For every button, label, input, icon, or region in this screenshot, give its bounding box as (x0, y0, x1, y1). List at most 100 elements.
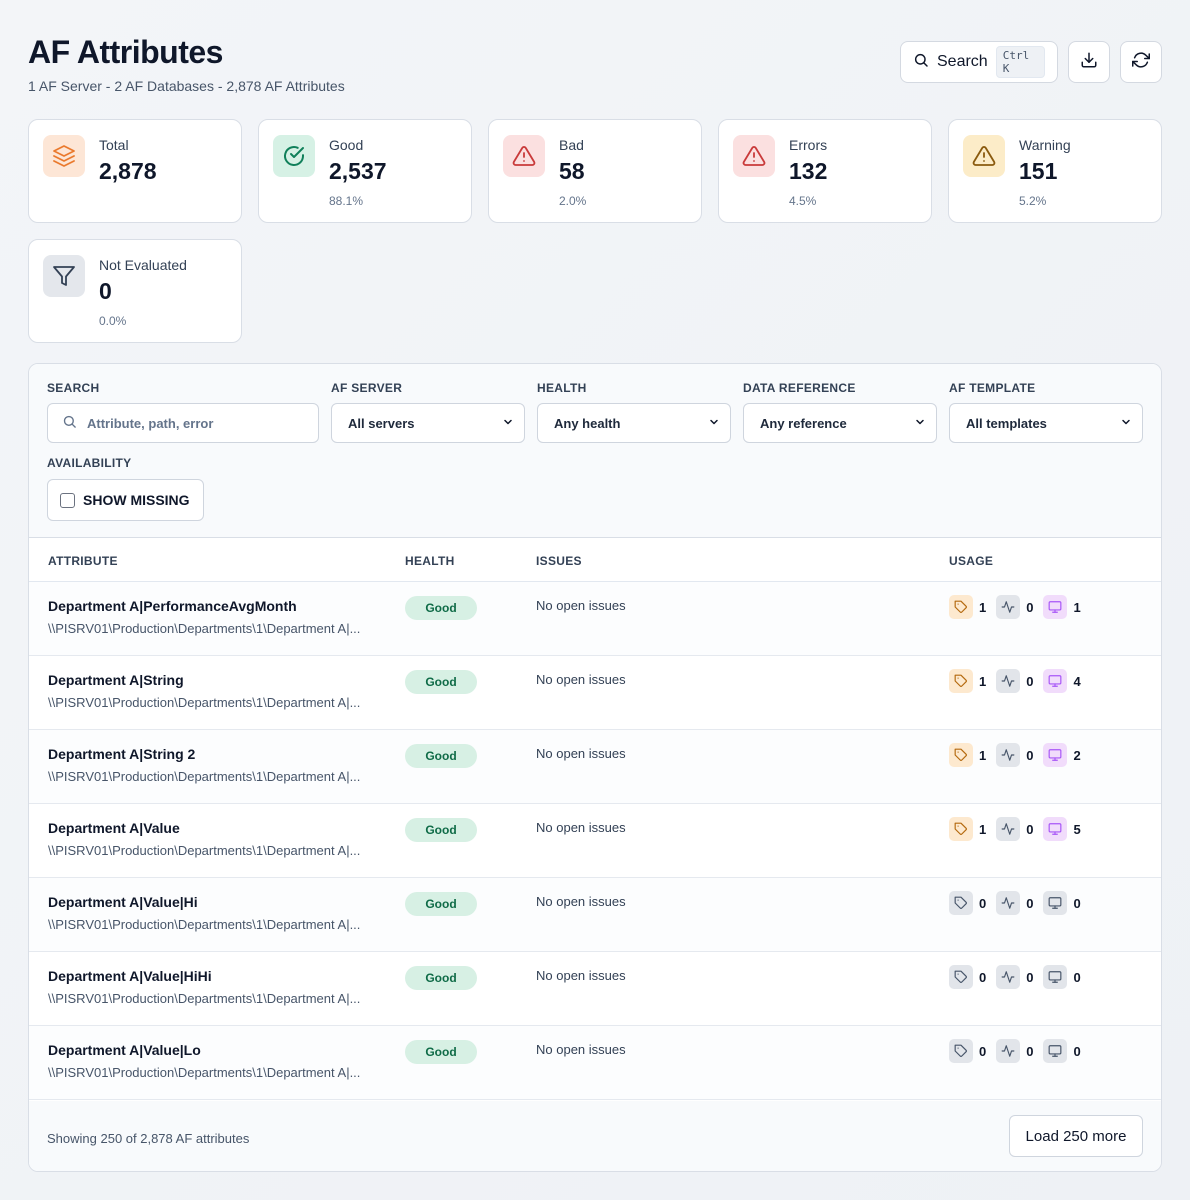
attribute-name[interactable]: Department A|Value|Lo (48, 1042, 201, 1058)
activity-count: 0 (1026, 895, 1034, 911)
server-select[interactable]: All servers (331, 403, 525, 443)
tag-icon (949, 1039, 973, 1063)
column-header-health[interactable]: HEALTH (405, 554, 455, 568)
activity-icon (996, 817, 1021, 841)
stat-label: Errors (789, 137, 828, 153)
usage-indicators: 0 0 0 (949, 965, 1091, 989)
stat-label: Bad (559, 137, 584, 153)
activity-count: 0 (1026, 1043, 1034, 1059)
tag-count: 1 (979, 599, 987, 615)
refresh-button[interactable] (1120, 41, 1162, 83)
table-row[interactable]: Department A|String 2 \\PISRV01\Productio… (29, 730, 1161, 804)
table-row[interactable]: Department A|PerformanceAvgMonth \\PISRV0… (29, 582, 1161, 656)
server-select-value: All servers (348, 415, 415, 431)
template-select[interactable]: All templates (949, 403, 1143, 443)
table-footer: Showing 250 of 2,878 AF attributes Load … (29, 1101, 1161, 1171)
activity-icon (996, 669, 1021, 693)
attribute-name[interactable]: Department A|Value|Hi (48, 894, 198, 910)
activity-count: 0 (1026, 747, 1034, 763)
search-icon (62, 414, 77, 432)
availability-filter-label: AVAILABILITY (47, 456, 132, 470)
template-filter-label: AF TEMPLATE (949, 381, 1036, 395)
attribute-name[interactable]: Department A|String 2 (48, 746, 196, 762)
stat-card-total[interactable]: Total 2,878 (28, 119, 242, 223)
health-select[interactable]: Any health (537, 403, 731, 443)
stat-value: 2,537 (329, 158, 387, 184)
page-header: AF Attributes 1 AF Server - 2 AF Databas… (28, 32, 1162, 102)
activity-icon (996, 743, 1021, 767)
display-icon (1043, 669, 1068, 693)
activity-count: 0 (1026, 821, 1034, 837)
stat-percent: 5.2% (1019, 194, 1047, 208)
activity-count: 0 (1026, 673, 1034, 689)
stat-card-not-evaluated[interactable]: Not Evaluated 0 0.0% (28, 239, 242, 343)
search-shortcut: Ctrl K (995, 46, 1045, 78)
show-missing-label: SHOW MISSING (83, 492, 190, 508)
tag-icon (949, 595, 973, 619)
header-actions: Search Ctrl K (900, 41, 1162, 83)
stat-card-warning[interactable]: Warning 151 5.2% (948, 119, 1162, 223)
table-row[interactable]: Department A|Value|HiHi \\PISRV01\Product… (29, 952, 1161, 1026)
column-header-attribute[interactable]: ATTRIBUTE (48, 554, 118, 568)
display-icon (1043, 817, 1068, 841)
attribute-path: \\PISRV01\Production\Departments\1\Depar… (48, 621, 361, 636)
download-button[interactable] (1068, 41, 1110, 83)
column-header-issues[interactable]: ISSUES (536, 554, 582, 568)
search-placeholder: Attribute, path, error (87, 415, 214, 431)
stat-label: Warning (1019, 137, 1071, 153)
display-icon (1043, 743, 1068, 767)
show-missing-checkbox[interactable] (60, 492, 75, 508)
table-row[interactable]: Department A|Value \\PISRV01\Production\D… (29, 804, 1161, 878)
display-count: 5 (1073, 821, 1081, 837)
filter-icon (43, 255, 85, 297)
attribute-name[interactable]: Department A|Value|HiHi (48, 968, 212, 984)
load-more-button[interactable]: Load 250 more (1009, 1115, 1143, 1157)
stat-value: 58 (559, 158, 585, 184)
table-row[interactable]: Department A|Value|Lo \\PISRV01\Productio… (29, 1026, 1161, 1100)
display-count: 2 (1073, 747, 1081, 763)
stat-card-good[interactable]: Good 2,537 88.1% (258, 119, 472, 223)
table-row[interactable]: Department A|Value|Hi \\PISRV01\Productio… (29, 878, 1161, 952)
health-badge: Good (405, 818, 477, 842)
attribute-name[interactable]: Department A|PerformanceAvgMonth (48, 598, 297, 614)
showing-count: Showing 250 of 2,878 AF attributes (47, 1131, 250, 1146)
tag-count: 0 (979, 1043, 987, 1059)
health-badge: Good (405, 744, 477, 768)
search-filter-label: SEARCH (47, 381, 100, 395)
tag-count: 1 (979, 673, 987, 689)
activity-count: 0 (1026, 599, 1034, 615)
dataref-select[interactable]: Any reference (743, 403, 937, 443)
activity-icon (996, 965, 1021, 989)
attribute-name[interactable]: Department A|Value (48, 820, 180, 836)
column-header-usage[interactable]: USAGE (949, 554, 994, 568)
page-subtitle: 1 AF Server - 2 AF Databases - 2,878 AF … (28, 78, 345, 94)
table-row[interactable]: Department A|String \\PISRV01\Production\… (29, 656, 1161, 730)
issues-text: No open issues (536, 1042, 626, 1057)
health-select-value: Any health (554, 415, 621, 431)
global-search-button[interactable]: Search Ctrl K (900, 41, 1058, 83)
tag-count: 1 (979, 747, 987, 763)
stat-label: Good (329, 137, 364, 153)
search-input[interactable]: Attribute, path, error (47, 403, 319, 443)
issues-text: No open issues (536, 746, 626, 761)
activity-icon (996, 1039, 1021, 1063)
show-missing-toggle[interactable]: SHOW MISSING (47, 479, 204, 521)
attribute-name[interactable]: Department A|String (48, 672, 184, 688)
stat-percent: 2.0% (559, 194, 587, 208)
stat-card-bad[interactable]: Bad 58 2.0% (488, 119, 702, 223)
display-icon (1043, 1039, 1068, 1063)
attributes-panel: SEARCH Attribute, path, error AF SERVER … (28, 363, 1162, 1172)
issues-text: No open issues (536, 672, 626, 687)
stat-percent: 4.5% (789, 194, 817, 208)
display-count: 0 (1073, 895, 1081, 911)
attribute-path: \\PISRV01\Production\Departments\1\Depar… (48, 695, 361, 710)
alert-triangle-icon (963, 135, 1005, 177)
tag-icon (949, 891, 973, 915)
issues-text: No open issues (536, 894, 626, 909)
attributes-table: ATTRIBUTE HEALTH ISSUES USAGE Department… (29, 537, 1161, 1100)
health-badge: Good (405, 892, 477, 916)
activity-icon (996, 595, 1021, 619)
chevron-down-icon (502, 416, 514, 431)
display-icon (1043, 965, 1068, 989)
stat-card-errors[interactable]: Errors 132 4.5% (718, 119, 932, 223)
